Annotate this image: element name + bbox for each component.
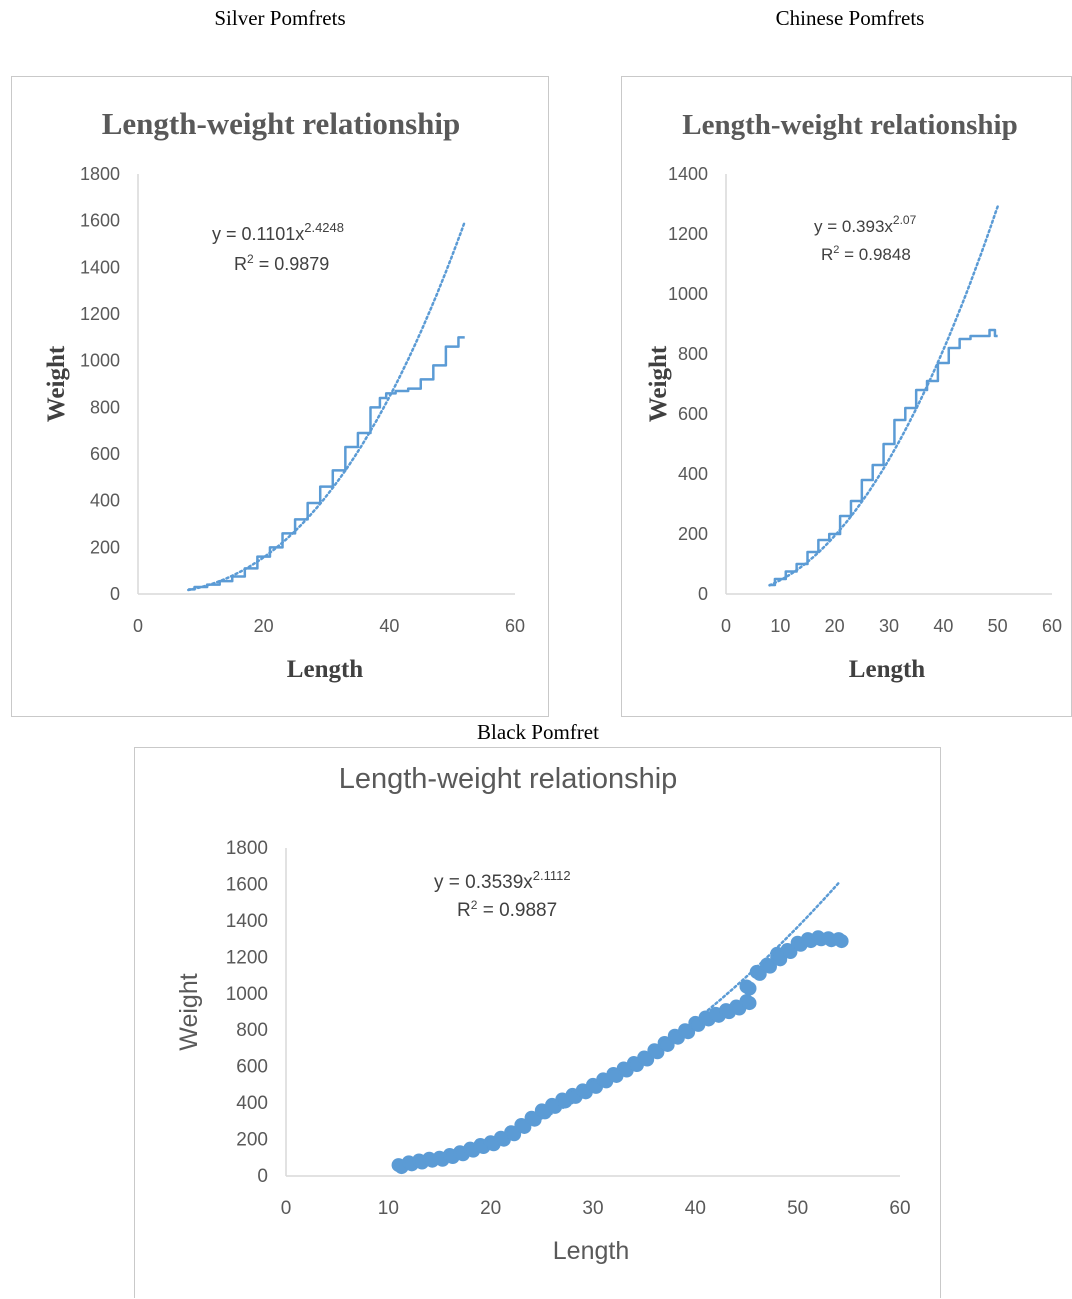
trendline: [397, 881, 840, 1168]
caption-silver-pomfrets: Silver Pomfrets: [214, 6, 346, 30]
y-tick-label: 600: [90, 444, 120, 464]
y-tick-label: 1000: [668, 284, 708, 304]
trendline-equation: y = 0.3539x2.1112: [434, 868, 571, 893]
chart-title: Length-weight relationship: [682, 109, 1017, 141]
data-point: [742, 981, 757, 996]
y-tick-label: 1400: [226, 911, 268, 932]
x-tick-label: 20: [825, 616, 845, 636]
y-axis-label: Weight: [43, 345, 70, 422]
trendline-equation: y = 0.1101x2.4248: [212, 220, 344, 244]
y-tick-label: 1200: [80, 304, 120, 324]
trendline: [187, 220, 466, 592]
x-tick-label: 40: [379, 616, 399, 636]
caption-black-pomfret: Black Pomfret: [477, 720, 599, 744]
x-tick-label: 20: [480, 1198, 501, 1219]
y-tick-label: 200: [678, 524, 708, 544]
y-tick-label: 1800: [80, 164, 120, 184]
y-tick-label: 1200: [668, 224, 708, 244]
chart-title: Length-weight relationship: [339, 763, 678, 795]
x-axis-label: Length: [287, 656, 364, 683]
y-tick-label: 0: [698, 584, 708, 604]
x-tick-label: 40: [685, 1198, 706, 1219]
y-tick-label: 0: [257, 1166, 268, 1187]
y-tick-label: 0: [110, 584, 120, 604]
chart-panel-silver: Length-weight relationship 0 20 40 60 0 200 400…: [11, 76, 549, 717]
y-tick-label: 200: [236, 1130, 268, 1151]
x-tick-label: 0: [721, 616, 731, 636]
y-tick-label: 1400: [668, 164, 708, 184]
chart-panel-black: Length-weight relationship 0 10 20 30 40 50 60 0…: [134, 747, 941, 1298]
y-tick-label: 1600: [226, 874, 268, 895]
x-axis-label: Length: [849, 656, 926, 683]
r2-prefix: R: [234, 254, 247, 274]
y-tick-label: 1000: [226, 984, 268, 1005]
chart-title: Length-weight relationship: [102, 106, 461, 141]
r2-superscript: 2: [833, 244, 839, 256]
y-tick-label: 400: [678, 464, 708, 484]
r-squared-label: R2 = 0.9887: [457, 898, 557, 921]
series-line: [188, 336, 465, 591]
y-tick-label: 1400: [80, 257, 120, 277]
x-tick-label: 30: [879, 616, 899, 636]
data-point: [834, 934, 849, 949]
x-tick-label: 0: [133, 616, 143, 636]
x-axis-label: Length: [553, 1237, 629, 1265]
y-tick-label: 1200: [226, 947, 268, 968]
y-axis-label: Weight: [175, 973, 203, 1050]
equation-exponent: 2.07: [893, 213, 917, 227]
x-tick-label: 10: [770, 616, 790, 636]
y-tick-label: 200: [90, 537, 120, 557]
y-tick-label: 600: [236, 1057, 268, 1078]
x-tick-label: 20: [254, 616, 274, 636]
equation-exponent: 2.1112: [533, 868, 571, 883]
equation-base: y = 0.1101x: [212, 224, 304, 244]
data-point: [742, 996, 757, 1011]
y-tick-label: 1800: [226, 838, 268, 859]
y-tick-label: 400: [90, 491, 120, 511]
r-squared-label: R2 = 0.9879: [234, 252, 329, 274]
chart-panel-chinese: Length-weight relationship 0 10 20 30 40 50 60 0…: [621, 76, 1072, 717]
x-tick-label: 0: [281, 1198, 292, 1219]
y-tick-label: 1000: [80, 351, 120, 371]
y-axis-label: Weight: [645, 345, 672, 422]
y-tick-label: 600: [678, 404, 708, 424]
r2-value: = 0.9848: [839, 245, 910, 264]
x-tick-label: 30: [582, 1198, 603, 1219]
x-tick-label: 60: [1042, 616, 1062, 636]
r2-prefix: R: [457, 900, 471, 921]
y-tick-label: 800: [236, 1020, 268, 1041]
y-tick-label: 800: [90, 397, 120, 417]
r2-value: = 0.9887: [477, 900, 557, 921]
equation-exponent: 2.4248: [304, 220, 344, 235]
x-tick-label: 60: [505, 616, 525, 636]
trendline-equation: y = 0.393x2.07: [814, 213, 917, 236]
x-tick-label: 40: [933, 616, 953, 636]
caption-chinese-pomfrets: Chinese Pomfrets: [775, 6, 925, 30]
equation-base: y = 0.3539x: [434, 872, 533, 893]
r2-superscript: 2: [471, 898, 478, 912]
x-tick-label: 60: [889, 1198, 910, 1219]
y-tick-label: 400: [236, 1093, 268, 1114]
series-line: [769, 328, 998, 587]
x-tick-label: 10: [378, 1198, 399, 1219]
r-squared-label: R2 = 0.9848: [821, 244, 911, 264]
x-tick-label: 50: [988, 616, 1008, 636]
y-tick-label: 1600: [80, 211, 120, 231]
equation-base: y = 0.393x: [814, 217, 893, 236]
r2-value: = 0.9879: [254, 254, 330, 274]
r2-prefix: R: [821, 245, 833, 264]
x-tick-label: 50: [787, 1198, 808, 1219]
y-tick-label: 800: [678, 344, 708, 364]
r2-superscript: 2: [247, 252, 254, 266]
